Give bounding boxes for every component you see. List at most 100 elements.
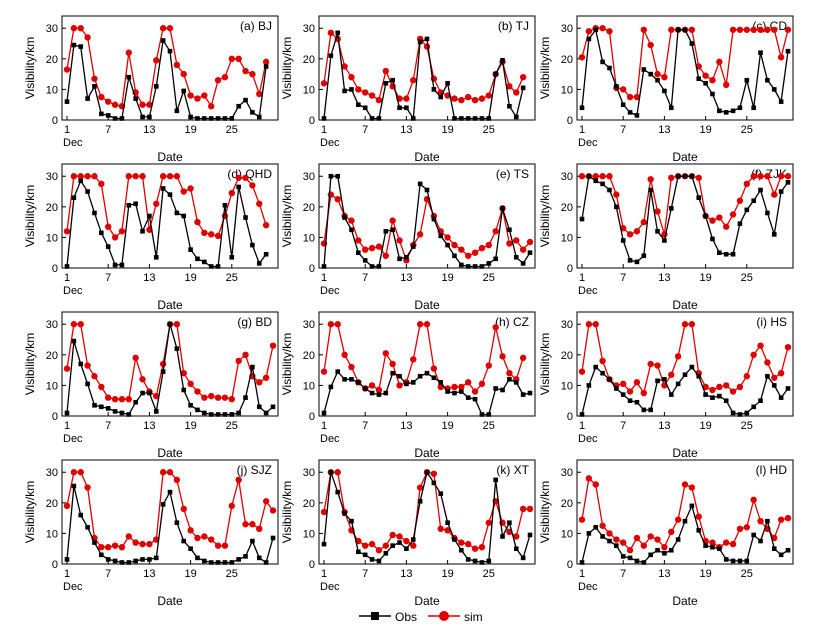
data-point-obs — [689, 41, 695, 46]
data-point-obs — [465, 116, 471, 121]
data-point-sim — [341, 63, 348, 70]
data-point-obs — [112, 262, 118, 268]
x-tick-label: 7 — [620, 568, 626, 580]
x-tick-label: 7 — [620, 420, 626, 432]
x-tick-label: 19 — [699, 568, 711, 580]
data-point-obs — [160, 186, 166, 191]
data-point-obs — [771, 232, 777, 237]
data-point-sim — [736, 383, 744, 391]
y-axis-title: Visibility/km — [538, 37, 552, 99]
data-point-sim — [187, 185, 194, 192]
data-point-obs — [662, 88, 667, 94]
plot-frame — [576, 459, 794, 565]
data-point-obs — [119, 560, 125, 565]
y-tick-label: 20 — [46, 54, 58, 66]
x-axis-title: Date — [414, 298, 440, 312]
data-point-obs — [263, 560, 269, 565]
data-point-obs — [710, 236, 715, 242]
plot-frame — [61, 163, 279, 269]
data-point-sim — [269, 507, 277, 514]
data-point-sim — [327, 191, 335, 198]
data-point-obs — [431, 216, 437, 222]
data-point-sim — [396, 533, 403, 540]
data-point-obs — [771, 546, 777, 552]
data-point-obs — [675, 173, 681, 179]
data-point-sim — [709, 386, 716, 394]
data-point-sim — [187, 527, 194, 534]
data-point-sim — [458, 96, 465, 104]
data-point-obs — [675, 537, 681, 542]
data-point-sim — [519, 246, 527, 253]
y-tick-label: 0 — [309, 559, 315, 571]
data-point-obs — [479, 116, 485, 121]
data-point-sim — [201, 533, 208, 540]
data-point-sim — [84, 362, 91, 369]
y-tick-label: 10 — [46, 528, 58, 540]
data-point-obs — [627, 258, 633, 263]
data-point-sim — [368, 92, 376, 99]
data-point-sim — [519, 505, 527, 513]
data-point-sim — [214, 232, 222, 240]
data-point-obs — [689, 503, 695, 509]
data-point-obs — [675, 27, 681, 33]
data-point-obs — [593, 27, 599, 33]
y-axis-title: Visibility/km — [280, 481, 294, 543]
x-tick-label: 19 — [699, 272, 711, 284]
data-point-sim — [709, 217, 716, 224]
data-point-obs — [500, 58, 505, 63]
data-point-obs — [188, 114, 193, 120]
data-point-sim — [410, 356, 417, 363]
data-point-obs — [195, 256, 200, 262]
data-point-sim — [180, 505, 187, 513]
data-point-sim — [777, 516, 785, 523]
data-point-obs — [174, 108, 180, 114]
data-point-obs — [730, 558, 736, 564]
plot-frame — [318, 163, 536, 269]
data-point-obs — [362, 386, 368, 391]
data-point-obs — [64, 557, 70, 562]
data-point-sim — [743, 524, 750, 531]
data-point-obs — [383, 80, 389, 86]
y-tick-label: 30 — [46, 319, 58, 331]
y-tick-label: 10 — [46, 380, 58, 392]
data-point-sim — [348, 217, 355, 224]
series-obs — [321, 469, 533, 565]
data-point-sim — [578, 516, 586, 523]
data-point-obs — [737, 558, 743, 564]
x-tick-label: 1 — [579, 568, 585, 580]
data-point-obs — [682, 372, 688, 378]
x-tick-label: 7 — [362, 568, 368, 580]
data-point-obs — [593, 178, 599, 184]
data-point-obs — [397, 540, 402, 545]
data-point-sim — [416, 484, 424, 491]
data-point-sim — [70, 173, 78, 180]
x-tick-label: 1 — [321, 568, 327, 580]
data-point-obs — [263, 64, 269, 69]
data-point-sim — [626, 231, 634, 238]
data-point-obs — [71, 483, 77, 489]
data-point-obs — [356, 102, 361, 108]
x-tick-label: 7 — [105, 124, 111, 136]
panel-title: (b) TJ — [498, 19, 529, 33]
panel-title: (e) TS — [496, 167, 529, 181]
data-point-sim — [320, 368, 328, 375]
y-axis-title: Visibility/km — [23, 185, 37, 247]
data-point-obs — [174, 520, 180, 526]
data-point-sim — [249, 182, 256, 189]
legend-obs-marker — [371, 612, 379, 620]
x-tick-label: 13 — [400, 420, 412, 432]
data-point-obs — [668, 206, 674, 211]
data-point-obs — [78, 178, 84, 184]
data-point-obs — [263, 251, 269, 257]
chart-panel-1: 0 10 20 30 1 7 13 19 25 Dec Date Visibility/km (a) B… — [23, 15, 279, 164]
y-tick-label: 20 — [561, 498, 573, 510]
data-point-obs — [342, 511, 347, 516]
y-tick-label: 20 — [303, 498, 315, 510]
data-point-sim — [242, 521, 249, 528]
data-point-obs — [758, 398, 763, 404]
data-point-obs — [507, 376, 512, 382]
data-point-obs — [376, 264, 382, 269]
series-sim — [578, 173, 792, 238]
x-axis-title: Date — [414, 594, 440, 608]
